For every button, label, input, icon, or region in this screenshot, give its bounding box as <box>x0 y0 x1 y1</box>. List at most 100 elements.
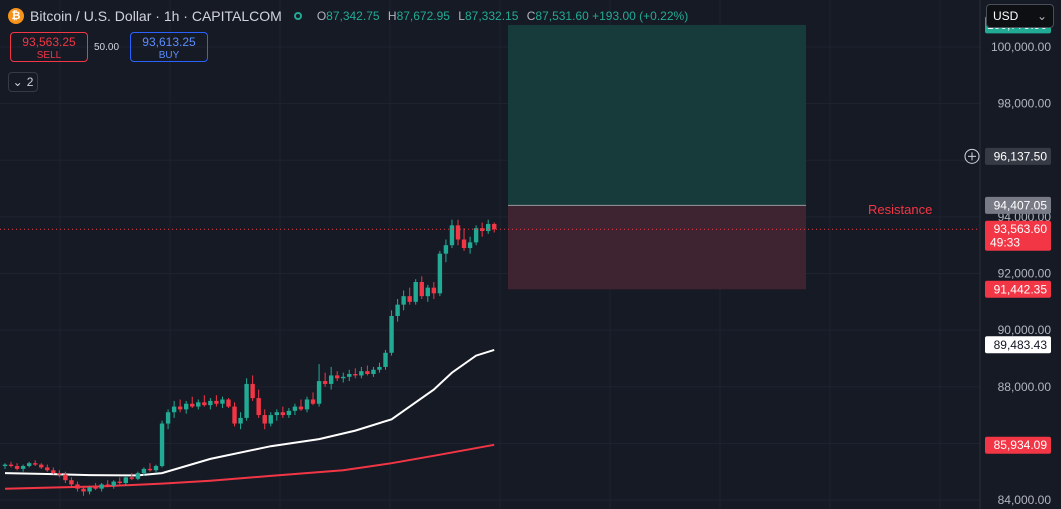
open-value: 87,342.75 <box>326 9 380 23</box>
candle <box>292 406 298 411</box>
y-tick-label: 90,000.00 <box>998 323 1052 337</box>
candle <box>214 400 219 404</box>
candle <box>147 468 153 471</box>
candle <box>365 371 370 375</box>
candle <box>341 376 346 379</box>
ma-fast-line <box>4 348 495 477</box>
candle <box>99 484 104 489</box>
price-badge-crosshair <box>985 147 1051 165</box>
y-tick-label: 92,000.00 <box>998 267 1052 281</box>
candle <box>298 406 304 410</box>
price-badge-text: 94,407.05 <box>994 198 1048 212</box>
currency-select[interactable]: USD ⌄ <box>986 4 1054 28</box>
currency-value: USD <box>993 9 1019 23</box>
high-label: H <box>387 9 397 23</box>
chevron-down-icon: ⌄ <box>12 75 23 89</box>
chart-legend: ₿ Bitcoin / U.S. Dollar · 1h · CAPITALCO… <box>8 6 688 26</box>
candle <box>407 296 412 302</box>
market-status-icon <box>293 12 302 20</box>
spread-value: 50.00 <box>94 42 120 53</box>
candle <box>105 484 110 486</box>
candle <box>486 223 491 232</box>
candle <box>117 481 122 484</box>
candle <box>75 484 80 489</box>
candle <box>389 315 394 353</box>
candle <box>244 383 249 418</box>
candle <box>425 287 430 297</box>
candle <box>443 245 449 254</box>
candle <box>437 253 443 294</box>
candle <box>202 402 207 406</box>
candle <box>256 398 261 416</box>
y-tick-label: 88,000.00 <box>998 380 1052 394</box>
candle <box>371 369 376 375</box>
candle <box>232 406 237 424</box>
buy-price: 93,613.25 <box>142 35 196 49</box>
candle <box>45 467 50 471</box>
candle <box>492 223 497 230</box>
candle <box>268 415 273 424</box>
candle <box>353 374 358 376</box>
y-tick-label: 100,000.00 <box>991 40 1051 54</box>
sell-price: 93,563.25 <box>22 35 76 49</box>
candle <box>286 410 292 416</box>
low-value: 87,332.15 <box>464 9 519 23</box>
candle <box>63 474 68 481</box>
sell-button[interactable]: 93,563.25 SELL <box>10 32 88 62</box>
change-value: +193.00 (+0.22%) <box>592 9 689 23</box>
candle <box>196 402 201 407</box>
close-label: C <box>526 9 536 23</box>
candle <box>220 399 225 404</box>
candle <box>159 423 165 467</box>
candle <box>208 400 213 406</box>
candle <box>171 406 177 413</box>
candle <box>190 403 195 407</box>
candle <box>20 466 26 469</box>
candle <box>238 417 243 424</box>
candle <box>383 352 388 367</box>
low-label: L <box>458 9 465 23</box>
candle <box>401 296 406 305</box>
profit-zone <box>508 24 806 206</box>
price-badge-text: 93,563.60 <box>994 222 1048 236</box>
add-alert-icon <box>964 148 980 164</box>
buy-button[interactable]: 93,613.25 BUY <box>130 32 208 62</box>
price-badge-text: 89,483.43 <box>994 338 1048 352</box>
candle <box>26 463 32 467</box>
price-badge-text: 96,137.50 <box>994 149 1048 163</box>
candle <box>413 281 418 302</box>
candle <box>347 374 352 377</box>
candle <box>479 228 485 232</box>
candle <box>455 225 461 240</box>
candle <box>335 375 340 379</box>
candle <box>69 480 74 485</box>
candle <box>14 466 20 469</box>
candle <box>461 239 467 249</box>
candle <box>165 412 171 424</box>
price-badge-text: 85,934.09 <box>994 438 1048 452</box>
price-badge-last <box>985 220 1051 251</box>
candle <box>111 481 116 486</box>
symbol-title[interactable]: Bitcoin / U.S. Dollar · 1h · CAPITALCOM <box>30 8 282 24</box>
candle <box>304 399 310 410</box>
candle <box>123 477 128 484</box>
candle <box>135 473 141 479</box>
open-label: O <box>316 9 327 23</box>
candle <box>395 304 400 316</box>
candle <box>93 487 98 489</box>
price-badge-entry <box>985 196 1051 214</box>
ohlc-values: O87,342.75 H87,672.95 L87,332.15 C87,531… <box>312 9 688 23</box>
candle <box>153 466 159 471</box>
candle <box>33 463 38 465</box>
candle <box>141 468 147 474</box>
indicators-count: 2 <box>26 75 34 89</box>
candle <box>87 487 92 492</box>
indicators-toggle-button[interactable]: ⌄ 2 <box>8 72 38 92</box>
candle <box>39 464 44 468</box>
candle <box>419 281 424 297</box>
candle <box>467 242 473 249</box>
bar-countdown: 49:33 <box>990 236 1020 250</box>
candle <box>8 464 14 467</box>
candle <box>129 477 135 479</box>
